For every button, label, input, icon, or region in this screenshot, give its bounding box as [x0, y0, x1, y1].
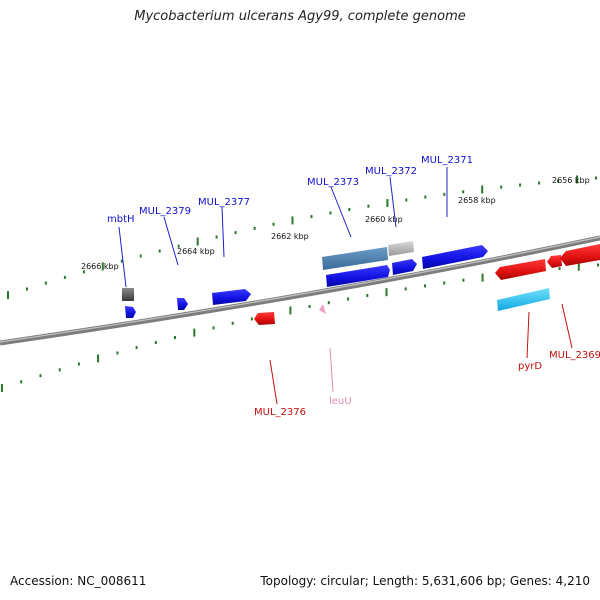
outer-tick-mark: [120, 259, 123, 263]
outer-tick-mark: [405, 198, 408, 202]
inner-tick-mark: [289, 306, 292, 315]
outer-tick-mark: [576, 175, 578, 184]
gene-MUL_2376[interactable]: [254, 312, 278, 405]
outer-tick-mark: [7, 291, 9, 299]
outer-tick-mark: [139, 254, 142, 258]
outer-tick-mark: [196, 237, 199, 246]
outer-tick-mark: [500, 185, 503, 189]
label-MUL_2369: MUL_2369: [549, 350, 600, 361]
genome-summary-text: Topology: circular; Length: 5,631,606 bp…: [260, 574, 590, 588]
inner-tick-mark: [116, 351, 119, 355]
inner-tick-mark: [327, 301, 330, 305]
inner-tick-mark: [558, 267, 561, 271]
inner-tick-mark: [212, 326, 215, 330]
inner-tick-mark: [250, 317, 253, 321]
accession-text: Accession: NC_008611: [10, 574, 147, 588]
label-MUL_2377: MUL_2377: [198, 197, 250, 208]
map-title: Mycobacterium ulcerans Agy99, complete g…: [134, 9, 466, 24]
outer-tick-mark: [310, 215, 313, 219]
inner-tick-mark: [481, 273, 484, 282]
outer-tick-mark: [538, 181, 541, 185]
outer-tick-mark: [158, 249, 161, 253]
outer-tick-mark: [348, 208, 351, 211]
label-MUL_2376: MUL_2376: [254, 407, 306, 418]
inner-tick-mark: [231, 321, 234, 325]
outer-tick-mark: [481, 185, 484, 194]
outer-tick-mark: [443, 192, 446, 196]
scale-label-2662: 2662 kbp: [271, 232, 309, 241]
outer-tick-mark: [329, 211, 332, 215]
inner-tick-mark: [135, 346, 138, 350]
outer-tick-mark: [272, 222, 275, 226]
inner-tick-mark: [1, 384, 3, 392]
gene-MUL_2377[interactable]: [212, 206, 251, 305]
gene-leuU[interactable]: [319, 304, 334, 393]
outer-tick-mark: [44, 281, 47, 285]
gene-MUL_2373[interactable]: [322, 186, 390, 287]
gene-mbtH[interactable]: [118, 226, 136, 318]
inner-tick-mark: [308, 305, 311, 308]
outer-tick-mark: [424, 195, 427, 199]
inner-tick-mark: [347, 297, 350, 301]
inner-tick-mark: [424, 284, 426, 288]
outer-tick-mark: [519, 183, 522, 187]
gene-MUL_2369[interactable]: [547, 244, 600, 349]
inner-tick-mark: [366, 294, 369, 297]
inner-tick-mark: [97, 354, 100, 363]
scale-label-2664: 2664 kbp: [177, 247, 215, 256]
inner-tick-mark: [193, 328, 196, 337]
outer-tick-mark: [63, 275, 66, 279]
inner-tick-mark: [577, 262, 580, 271]
outer-tick-mark: [595, 176, 597, 180]
label-mbtH: mbtH: [107, 214, 135, 225]
inner-tick-mark: [154, 341, 157, 344]
inner-tick-mark: [385, 288, 388, 297]
outer-tick-track: [7, 175, 597, 299]
outer-tick-mark: [557, 179, 560, 183]
label-pyrD: pyrD: [518, 361, 542, 372]
inner-tick-mark: [39, 374, 42, 378]
outer-tick-mark: [26, 287, 28, 291]
genome-backbone: [0, 235, 600, 346]
inner-tick-mark: [462, 278, 465, 282]
gene-pyrD[interactable]: [495, 259, 550, 359]
outer-tick-mark: [253, 226, 256, 230]
inner-tick-mark: [77, 362, 80, 366]
inner-tick-mark: [20, 380, 23, 384]
inner-tick-mark: [174, 336, 176, 339]
scale-label-2660: 2660 kbp: [365, 215, 403, 224]
label-MUL_2373: MUL_2373: [307, 177, 359, 188]
outer-tick-mark: [177, 244, 180, 248]
outer-tick-mark: [101, 262, 104, 271]
outer-tick-mark: [215, 235, 218, 239]
label-leuU: leuU: [329, 396, 352, 407]
outer-tick-mark: [462, 190, 465, 194]
scale-label-2656: 2656 kbp: [552, 176, 590, 185]
gene-MUL_2371[interactable]: [422, 167, 488, 269]
outer-tick-mark: [234, 231, 237, 235]
outer-tick-mark: [291, 216, 294, 225]
label-MUL_2379: MUL_2379: [139, 206, 191, 217]
outer-tick-mark: [82, 270, 85, 274]
label-MUL_2371: MUL_2371: [421, 155, 473, 166]
gene-MUL_2372[interactable]: [388, 176, 417, 275]
scale-label-2666: 2666 kbp: [81, 262, 119, 271]
inner-tick-mark: [443, 281, 446, 285]
inner-tick-mark: [404, 287, 407, 291]
scale-label-2658: 2658 kbp: [458, 196, 496, 205]
label-MUL_2372: MUL_2372: [365, 166, 417, 177]
inner-tick-mark: [58, 368, 61, 372]
outer-tick-mark: [386, 199, 389, 207]
outer-tick-mark: [367, 204, 370, 208]
inner-tick-mark: [597, 263, 599, 267]
gene-MUL_2379[interactable]: [163, 216, 188, 310]
